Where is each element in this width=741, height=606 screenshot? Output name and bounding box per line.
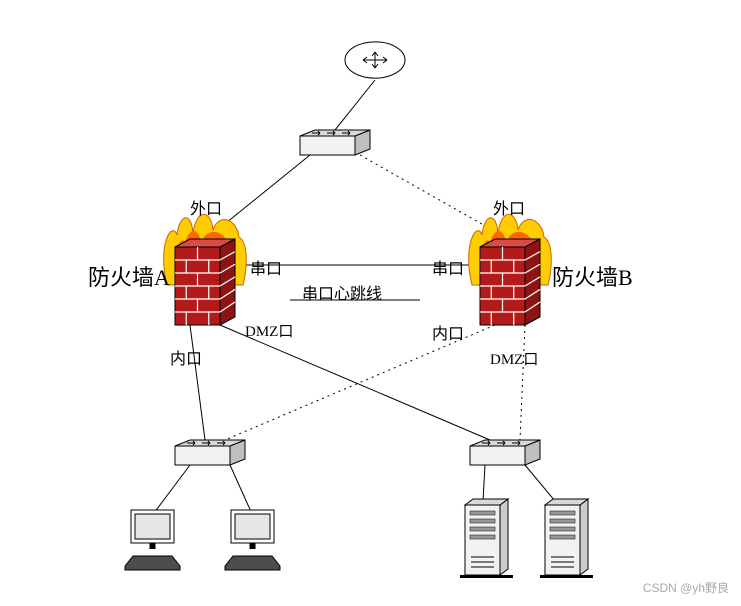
server1-icon [460,499,513,578]
firewall-b-icon [469,214,552,325]
router-icon [345,42,405,78]
serial-b-label: 串口 [432,255,464,279]
diagram-stage: 防火墙A 防火墙B 外口 外口 串口 串口 串口心跳线 DMZ口 内口 内口 D… [0,0,741,606]
pc2-icon [225,510,280,570]
serial-a-label: 串口 [250,255,282,279]
firewall-a-icon [164,214,247,325]
outer-port-b-label: 外口 [493,195,525,219]
server2-icon [540,499,593,578]
switch-right-icon [470,440,540,465]
switch-top-icon [300,130,370,155]
pc1-icon [125,510,180,570]
dmz-b-label: DMZ口 [490,348,538,369]
inner-b-label: 内口 [432,320,464,344]
dmz-a-label: DMZ口 [245,320,293,341]
firewall-a-label: 防火墙A [88,260,170,292]
inner-a-label: 内口 [170,345,202,369]
outer-port-a-label: 外口 [190,195,222,219]
serial-heartbeat-label: 串口心跳线 [302,280,382,304]
switch-left-icon [175,440,245,465]
watermark-text: CSDN @yh野良 [643,579,729,596]
firewall-b-label: 防火墙B [552,260,633,292]
